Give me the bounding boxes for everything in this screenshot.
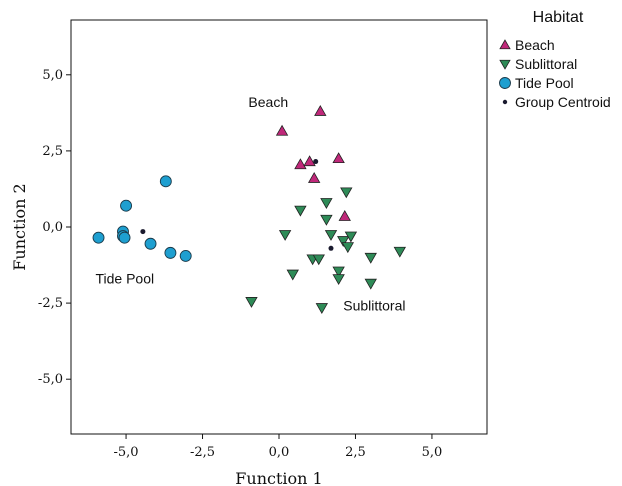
y-tick-label: -2,5 <box>38 296 63 311</box>
sublittoral-point <box>294 205 307 217</box>
legend-entry: Beach <box>515 37 555 53</box>
y-tick-label: 2,5 <box>42 144 63 159</box>
beach-point <box>303 155 316 167</box>
y-axis: -5,0 -2,5 0,0 2,5 5,0 <box>38 68 71 387</box>
legend-marker <box>499 77 511 89</box>
sublittoral-point <box>245 297 258 308</box>
annotations: Beach Tide Pool Sublittoral <box>95 94 405 314</box>
sublittoral-point <box>286 269 299 281</box>
x-axis: -5,0 -2,5 0,0 2,5 5,0 <box>114 434 443 460</box>
beach-point <box>275 124 289 136</box>
sublittoral-point <box>340 187 353 199</box>
data-points <box>92 105 407 314</box>
sublittoral-point <box>312 254 325 266</box>
annotation-label: Sublittoral <box>343 298 405 314</box>
sublittoral-point <box>324 230 338 241</box>
legend-marker <box>499 59 511 70</box>
x-tick-label: -2,5 <box>190 445 215 460</box>
annotation-label: Beach <box>248 94 288 110</box>
group-centroid-point <box>328 245 334 251</box>
beach-point <box>332 152 345 164</box>
legend-entry: Tide Pool <box>515 75 574 91</box>
tide-pool-point <box>120 199 133 212</box>
y-tick-label: -5,0 <box>38 372 63 387</box>
legend-entry: Sublittoral <box>515 56 577 72</box>
sublittoral-point <box>320 214 333 226</box>
tide-pool-point <box>144 237 157 250</box>
tide-pool-point <box>164 246 177 259</box>
legend: Habitat Beach Sublittoral Tide Pool Group C… <box>499 9 611 110</box>
legend-entry: Group Centroid <box>515 94 611 110</box>
beach-point <box>307 171 321 183</box>
x-axis-title: Function 1 <box>235 469 322 486</box>
tide-pool-point <box>118 231 131 244</box>
beach-point <box>314 105 327 116</box>
beach-point <box>338 210 351 221</box>
annotation-label: Tide Pool <box>95 270 154 286</box>
x-tick-label: 0,0 <box>269 445 290 460</box>
sublittoral-point <box>337 236 350 248</box>
sublittoral-point <box>364 252 377 264</box>
plot-area <box>70 19 488 435</box>
sublittoral-point <box>332 274 345 286</box>
sublittoral-point <box>315 303 329 314</box>
group-centroid-point <box>140 229 146 235</box>
tide-pool-point <box>159 175 172 188</box>
sublittoral-point <box>341 242 355 254</box>
tide-pool-point <box>92 231 105 244</box>
x-tick-label: 2,5 <box>345 445 366 460</box>
y-tick-label: 5,0 <box>42 68 63 83</box>
legend-marker <box>502 99 508 105</box>
group-centroid-point <box>313 159 319 165</box>
x-tick-label: -5,0 <box>114 445 139 460</box>
legend-marker <box>499 39 511 50</box>
y-axis-title: Function 2 <box>10 183 29 270</box>
sublittoral-point <box>332 266 345 278</box>
sublittoral-point <box>393 246 407 258</box>
tide-pool-point <box>179 249 192 262</box>
sublittoral-point <box>320 198 333 209</box>
legend-title: Habitat <box>533 9 584 26</box>
sublittoral-point <box>278 230 292 241</box>
beach-point <box>294 158 307 170</box>
x-tick-label: 5,0 <box>422 445 443 460</box>
sublittoral-point <box>364 278 377 290</box>
sublittoral-point <box>344 231 358 243</box>
y-tick-label: 0,0 <box>42 220 63 235</box>
